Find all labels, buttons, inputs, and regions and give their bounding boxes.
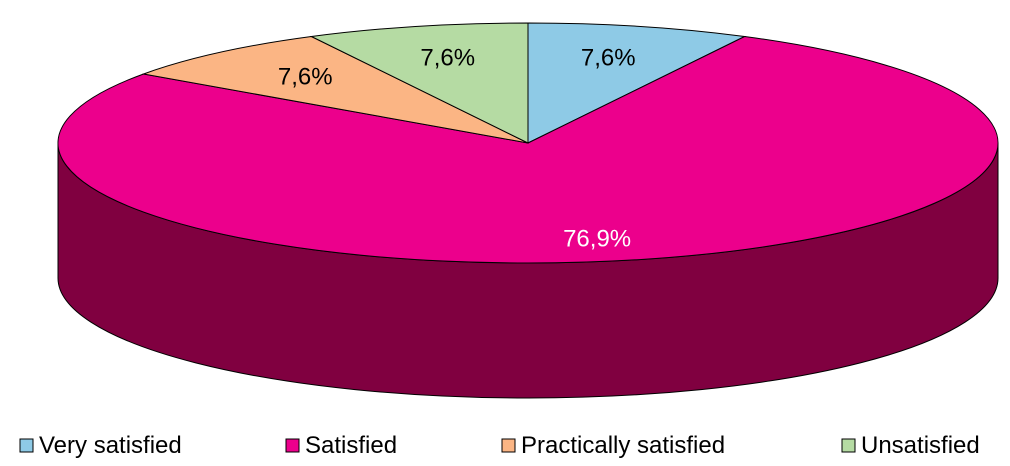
data-label-unsatisfied: 7,6% bbox=[420, 44, 475, 71]
pie-slice-very-satisfied bbox=[527, 22, 747, 144]
pie-slice-satisfied bbox=[57, 35, 999, 264]
legend-swatch bbox=[285, 438, 300, 453]
legend-item-satisfied: Satisfied bbox=[285, 432, 397, 459]
data-label-practically-satisfied: 7,6% bbox=[278, 63, 333, 90]
legend-label: Satisfied bbox=[305, 432, 397, 459]
legend: Very satisfied Satisfied Practically satis… bbox=[19, 432, 980, 459]
legend-label: Practically satisfied bbox=[521, 432, 725, 459]
legend-item-very-satisfied: Very satisfied bbox=[19, 432, 182, 459]
legend-label: Very satisfied bbox=[39, 432, 182, 459]
legend-item-unsatisfied: Unsatisfied bbox=[841, 432, 980, 459]
pie-slice-practically-satisfied bbox=[141, 35, 529, 144]
legend-swatch bbox=[501, 438, 516, 453]
legend-item-practically-satisfied: Practically satisfied bbox=[501, 432, 725, 459]
data-label-satisfied: 76,9% bbox=[563, 226, 631, 253]
data-label-very-satisfied: 7,6% bbox=[581, 44, 636, 71]
pie-data-labels: 7,6% 76,9% 7,6% 7,6% bbox=[278, 44, 636, 252]
pie-slice-unsatisfied bbox=[309, 22, 529, 144]
legend-label: Unsatisfied bbox=[861, 432, 980, 459]
legend-swatch bbox=[841, 438, 856, 453]
legend-swatch bbox=[19, 438, 34, 453]
pie-slices bbox=[57, 22, 999, 264]
